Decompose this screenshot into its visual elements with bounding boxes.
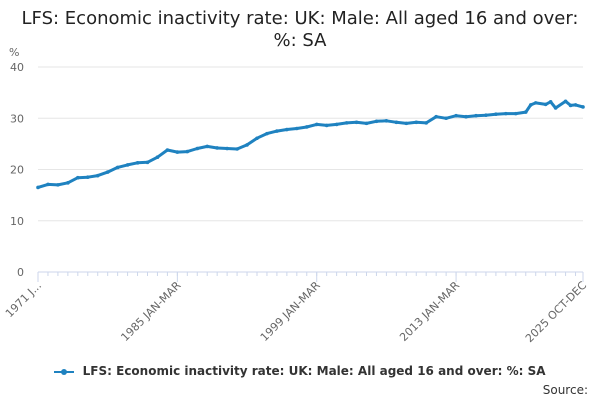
data-point [414, 120, 419, 125]
data-point [105, 170, 110, 174]
data-point [85, 175, 90, 179]
y-tick-label: 20 [10, 164, 24, 177]
data-point [295, 126, 299, 131]
data-point [474, 113, 478, 118]
data-point [384, 119, 389, 123]
data-point [543, 102, 548, 107]
data-point [553, 106, 558, 110]
x-tick-label: 2013 JAN-MAR [397, 279, 462, 344]
data-point [494, 112, 498, 116]
data-point [304, 125, 309, 129]
data-point [185, 149, 190, 154]
data-point [324, 123, 329, 128]
data-point [523, 110, 528, 114]
data-point [145, 160, 150, 165]
data-point [95, 173, 100, 178]
legend-marker-icon [54, 367, 75, 377]
legend-label: LFS: Economic inactivity rate: UK: Male:… [82, 364, 546, 378]
data-point [245, 143, 249, 147]
y-axis-label: % [9, 46, 19, 59]
y-tick-label: 10 [10, 215, 24, 228]
data-point [548, 100, 553, 104]
data-point [205, 144, 210, 149]
series-line-0 [36, 99, 585, 189]
data-point [76, 175, 80, 180]
source-label: Source: [542, 383, 588, 397]
data-point [175, 150, 180, 154]
data-point [265, 131, 269, 136]
data-point [235, 147, 239, 151]
data-point [344, 121, 349, 125]
x-tick-label: 1971 J... [3, 279, 44, 320]
data-point [424, 121, 429, 125]
data-point [504, 111, 508, 116]
line-chart: 0 10 20 30 40% 1971 J... 1985 JAN-MAR 1999 JAN-… [3, 46, 589, 345]
data-point [434, 114, 438, 119]
data-point [195, 146, 200, 151]
data-point [225, 146, 229, 151]
data-point [514, 111, 518, 116]
data-point [255, 136, 259, 141]
data-point [464, 114, 468, 119]
data-point [581, 105, 585, 109]
data-point [354, 120, 359, 125]
data-point [165, 148, 170, 152]
data-point [314, 122, 319, 127]
data-point [275, 129, 279, 133]
legend[interactable]: LFS: Economic inactivity rate: UK: Male:… [0, 364, 600, 378]
y-tick-label: 30 [10, 112, 24, 125]
data-point [374, 119, 379, 124]
y-tick-label: 0 [17, 266, 24, 279]
data-point [364, 121, 369, 126]
data-point [394, 120, 399, 125]
data-point [46, 182, 50, 187]
data-point [444, 116, 448, 121]
data-point [334, 122, 339, 127]
data-point [115, 165, 120, 170]
data-point [404, 121, 409, 126]
data-point [563, 99, 568, 104]
data-point [454, 113, 458, 118]
data-point [66, 181, 70, 185]
x-tick-label: 2025 OCT-DEC [523, 279, 589, 345]
data-point [36, 185, 40, 190]
data-point [568, 103, 573, 108]
y-tick-label: 40 [10, 61, 24, 74]
data-point [484, 113, 488, 117]
data-point [285, 127, 289, 132]
chart-title: LFS: Economic inactivity rate: UK: Male:… [21, 8, 579, 51]
data-point [573, 103, 578, 107]
x-tick-label: 1999 JAN-MAR [258, 279, 323, 344]
data-point [533, 101, 538, 105]
data-point [135, 161, 140, 165]
data-point [528, 103, 533, 107]
data-point [56, 183, 60, 187]
x-tick-label: 1985 JAN-MAR [118, 279, 183, 344]
data-point [155, 155, 160, 159]
data-point [125, 163, 130, 167]
data-point [215, 146, 219, 150]
